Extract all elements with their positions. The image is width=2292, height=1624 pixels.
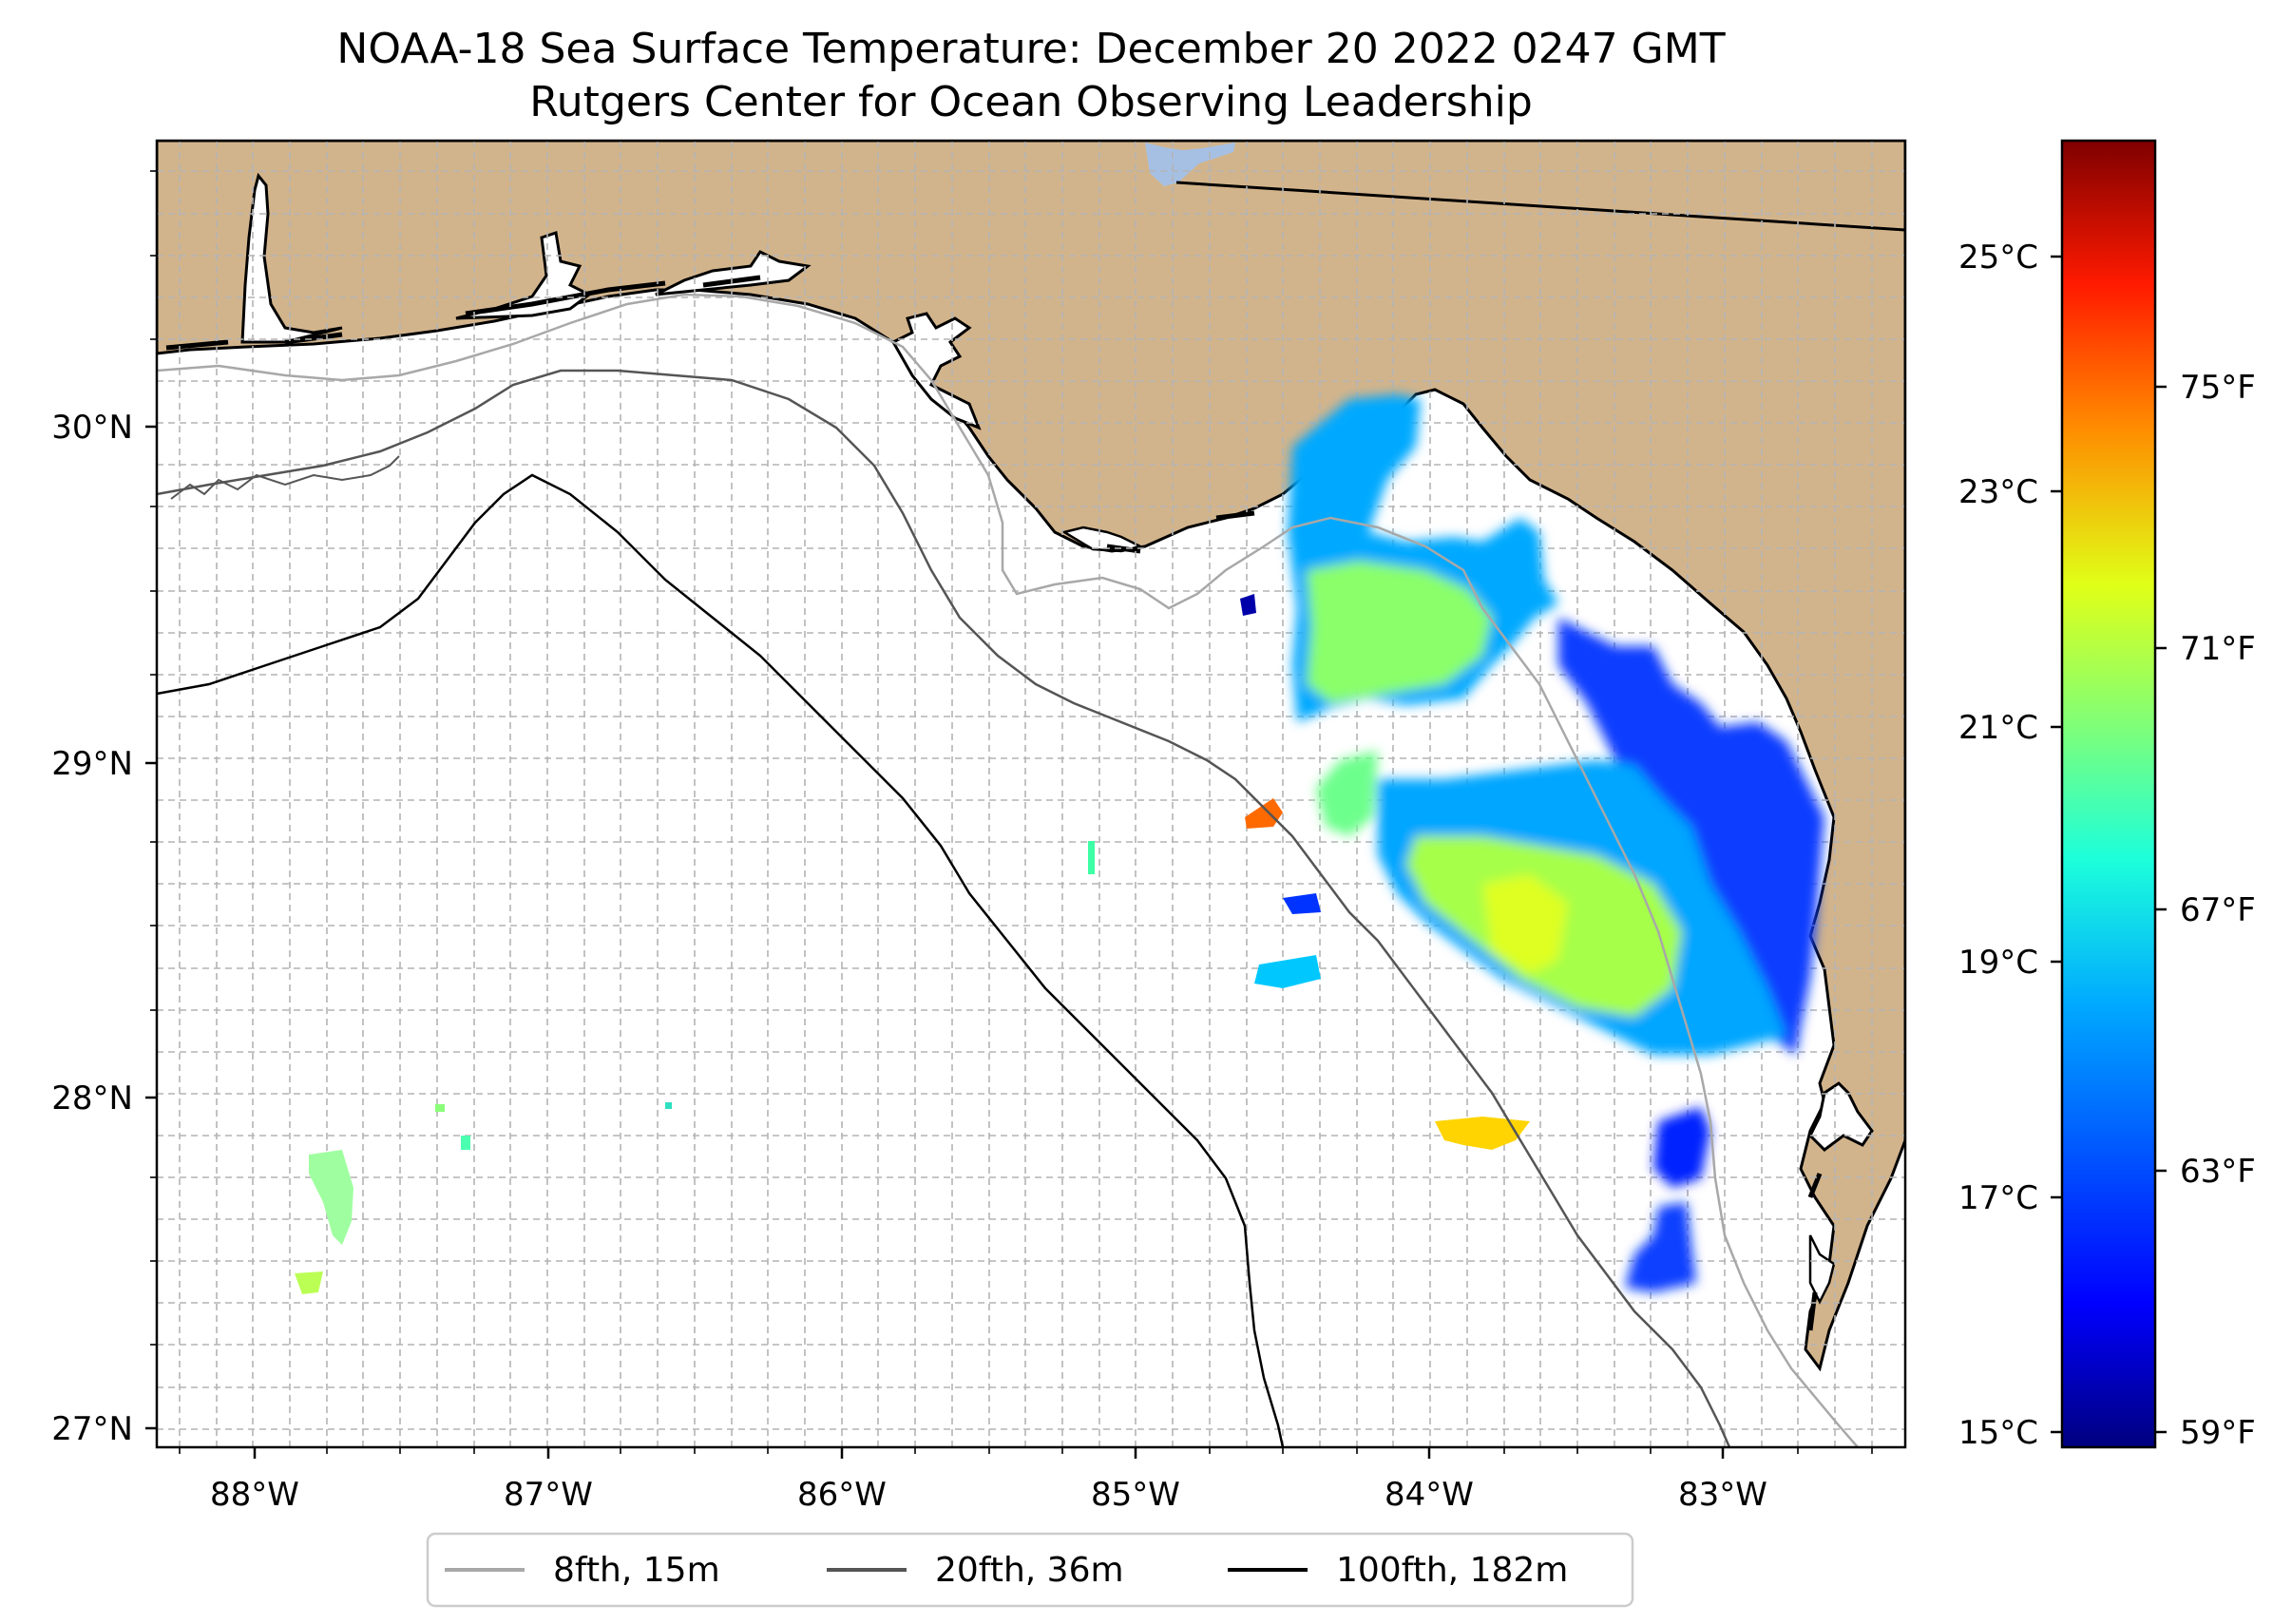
colorbar: 25°C 23°C 21°C 19°C 17°C 15°C 75°F 71°F … [1958, 139, 2256, 1452]
lat-label-30: 30°N [51, 409, 133, 447]
sst-patch-offshore-yellow [1482, 874, 1568, 974]
cb-c-19: 19°C [1958, 944, 2038, 982]
bay-st-andrews [655, 250, 812, 296]
bay-pensacola [240, 172, 343, 344]
legend-label-100fth: 100fth, 182m [1336, 1551, 1568, 1590]
cb-c-25: 25°C [1958, 239, 2038, 277]
contour-100fth [157, 473, 1285, 1447]
sst-patch-south-yellow [1435, 1117, 1530, 1150]
legend: 8fth, 15m 20fth, 36m 100fth, 182m [426, 1532, 1634, 1608]
coast-detail-west [170, 455, 400, 500]
lon-label-87: 87°W [504, 1476, 593, 1514]
bay-tampa [1808, 1081, 1874, 1152]
lat-label-27: 27°N [51, 1410, 133, 1448]
state-border [1175, 181, 1905, 232]
sst-patch-speck1 [435, 1104, 445, 1112]
sst-patch-tiny-north [1240, 594, 1256, 616]
contour-8fth [157, 293, 1859, 1447]
lon-label-83: 83°W [1678, 1476, 1767, 1514]
map-title-line2: Rutgers Center for Ocean Observing Leade… [529, 78, 1533, 126]
lat-ticks [145, 425, 157, 1430]
cb-f-59: 59°F [2180, 1414, 2256, 1452]
cb-c-21: 21°C [1958, 709, 2038, 747]
sst-patch-blob-west2 [1254, 955, 1321, 988]
map-frame [155, 139, 1907, 1449]
sst-patch-far-west2 [295, 1271, 323, 1294]
cb-f-67: 67°F [2180, 891, 2256, 929]
lat-label-28: 28°N [51, 1079, 133, 1118]
lon-label-84: 84°W [1385, 1476, 1474, 1514]
legend-label-8fth: 8fth, 15m [553, 1551, 720, 1590]
lat-label-29: 29°N [51, 745, 133, 783]
sst-data [295, 394, 1824, 1294]
cb-f-63: 63°F [2180, 1153, 2256, 1191]
cb-f-75: 75°F [2180, 369, 2256, 407]
sst-patch-south-blue [1653, 1107, 1710, 1188]
cb-c-23: 23°C [1958, 473, 2038, 511]
lon-ticks [253, 1447, 1725, 1459]
lon-label-85: 85°W [1091, 1476, 1180, 1514]
map-panel [157, 141, 1905, 1447]
sst-patch-far-west [309, 1150, 353, 1245]
legend-box [426, 1532, 1634, 1608]
lake-seminole [1145, 143, 1235, 186]
sst-patch-west-green [1316, 751, 1378, 836]
sst-patch-speck2 [461, 1136, 470, 1150]
lon-label-86: 86°W [797, 1476, 887, 1514]
sst-patch-blob-west [1283, 893, 1321, 914]
colorbar-gradient [2060, 139, 2157, 1449]
lat-minor-ticks [150, 170, 157, 1346]
bay-charlotte [1808, 1234, 1836, 1305]
bay-apalachee-inlets [1060, 525, 1144, 553]
sst-patch-big-bend-green [1307, 561, 1492, 703]
sst-patch-south-blue2 [1625, 1202, 1696, 1292]
colorbar-fahrenheit-ticks [2155, 385, 2167, 1434]
gridlines [157, 141, 1905, 1447]
sst-patch-orange-hotspot [1245, 798, 1283, 829]
legend-label-20fth: 20fth, 36m [935, 1551, 1124, 1590]
map-title-line1: NOAA-18 Sea Surface Temperature: Decembe… [336, 25, 1725, 73]
lon-label-88: 88°W [210, 1476, 299, 1514]
cb-c-15: 15°C [1958, 1414, 2038, 1452]
cb-c-17: 17°C [1958, 1179, 2038, 1217]
cb-f-71: 71°F [2180, 630, 2256, 668]
contour-20fth [157, 369, 1731, 1447]
sst-patch-speck4 [665, 1102, 672, 1109]
colorbar-celsius-ticks [2051, 255, 2062, 1434]
lon-minor-ticks [179, 1447, 1873, 1454]
sst-patch-speck3 [1088, 841, 1095, 874]
